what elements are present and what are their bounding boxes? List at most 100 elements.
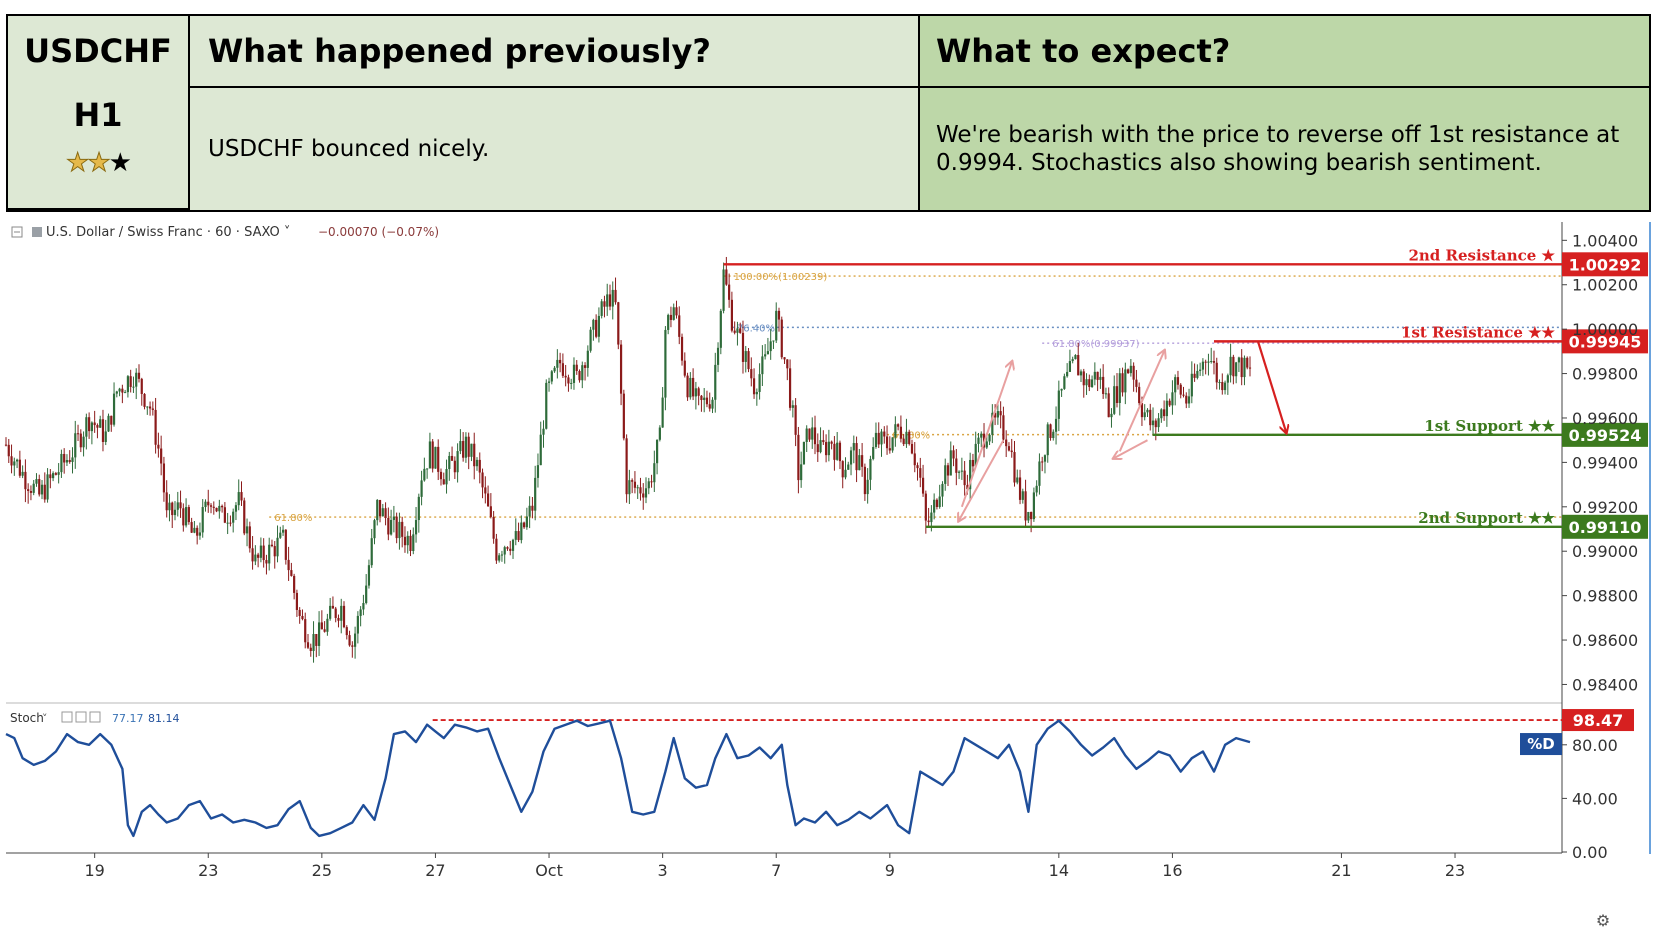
- candle: [1118, 373, 1121, 403]
- time-tick-label: 3: [658, 861, 668, 880]
- candle: [434, 446, 437, 469]
- candle: [124, 392, 127, 394]
- candle: [686, 375, 689, 398]
- candle: [849, 450, 853, 465]
- candle: [844, 469, 847, 478]
- candle: [370, 538, 373, 566]
- candle: [1179, 384, 1182, 395]
- candle: [542, 428, 545, 435]
- time-tick-label: 21: [1331, 861, 1351, 880]
- candle: [115, 391, 118, 394]
- candle: [985, 441, 988, 448]
- candle: [49, 474, 52, 479]
- price-tick-label: 0.99000: [1572, 542, 1638, 561]
- candle: [836, 442, 839, 460]
- candle: [1232, 356, 1235, 377]
- candle: [589, 329, 592, 351]
- candle: [1235, 362, 1238, 377]
- candle: [1151, 420, 1155, 426]
- candle: [902, 438, 905, 445]
- candle: [148, 406, 152, 409]
- candle: [1246, 357, 1249, 368]
- candle: [1035, 485, 1038, 493]
- price-tick-label: 1.00200: [1572, 276, 1638, 295]
- price-chart[interactable]: U.S. Dollar / Swiss Franc · 60 · SAXO ˅ …: [0, 222, 1656, 948]
- candle: [1052, 431, 1055, 439]
- candle: [930, 512, 933, 523]
- candle: [802, 441, 806, 465]
- collapse-icon[interactable]: [11, 226, 23, 238]
- candle: [306, 642, 310, 648]
- swing-arrow: [1118, 351, 1164, 452]
- candle: [68, 460, 71, 463]
- close-icon[interactable]: [89, 711, 101, 723]
- instrument-name: U.S. Dollar / Swiss Franc: [46, 225, 203, 240]
- settings-icon[interactable]: [75, 711, 87, 723]
- stoch-legend[interactable]: Stoch ˅ 77.17 81.14: [10, 711, 180, 725]
- candle: [373, 520, 376, 539]
- chevron-down-icon[interactable]: ˅: [280, 225, 291, 240]
- candle: [570, 382, 573, 384]
- candle: [1160, 409, 1163, 419]
- candle: [287, 559, 290, 571]
- candle: [639, 487, 642, 494]
- level-price-label: 1.00292: [1569, 255, 1642, 274]
- candle: [10, 456, 13, 466]
- candle: [317, 622, 321, 646]
- candle: [99, 419, 102, 428]
- candle: [1215, 362, 1218, 383]
- candle: [420, 480, 423, 497]
- candle: [13, 461, 16, 466]
- candle: [761, 356, 764, 375]
- time-tick-label: 23: [1445, 861, 1465, 880]
- candle: [855, 443, 858, 471]
- candle: [547, 381, 551, 383]
- candle: [1199, 369, 1202, 371]
- candle: [198, 532, 202, 536]
- chart-legend[interactable]: U.S. Dollar / Swiss Franc · 60 · SAXO ˅ …: [11, 225, 439, 240]
- candle: [232, 511, 235, 523]
- candle: [1237, 357, 1241, 363]
- gear-icon[interactable]: ⚙: [1596, 911, 1610, 930]
- eye-icon[interactable]: [61, 711, 73, 723]
- candle: [1063, 376, 1066, 389]
- candle: [963, 470, 966, 486]
- candle: [1016, 477, 1019, 483]
- candle: [392, 516, 395, 520]
- candle: [885, 436, 889, 449]
- candle: [1079, 371, 1083, 376]
- candle: [1135, 379, 1138, 387]
- candle: [678, 315, 681, 337]
- candle: [880, 431, 883, 445]
- candle: [913, 453, 916, 466]
- candle: [1182, 394, 1185, 396]
- chevron-down-icon[interactable]: ˅: [42, 712, 48, 725]
- candle: [298, 609, 301, 616]
- candle: [171, 502, 174, 516]
- star-empty-icon: ★: [108, 148, 132, 178]
- candle: [90, 422, 93, 432]
- candle: [381, 508, 384, 517]
- candle: [409, 535, 412, 551]
- price-tick-label: 0.98800: [1572, 587, 1638, 606]
- candle: [251, 548, 254, 562]
- candle: [852, 443, 855, 451]
- fib-label: 100.00%(1.00239): [734, 272, 828, 283]
- candle: [977, 437, 980, 444]
- candle: [567, 377, 570, 384]
- candle: [406, 535, 409, 546]
- time-tick-label: 25: [312, 861, 332, 880]
- time-tick-label: 19: [84, 861, 104, 880]
- candle: [603, 301, 606, 307]
- candle: [57, 472, 60, 475]
- candle: [35, 479, 38, 484]
- candle: [395, 516, 398, 539]
- candle: [877, 432, 880, 445]
- candle: [935, 499, 939, 507]
- candle: [143, 393, 146, 407]
- candle: [254, 554, 257, 562]
- candle: [209, 505, 213, 507]
- candle: [237, 492, 240, 506]
- candle: [190, 522, 193, 533]
- candle: [351, 645, 354, 647]
